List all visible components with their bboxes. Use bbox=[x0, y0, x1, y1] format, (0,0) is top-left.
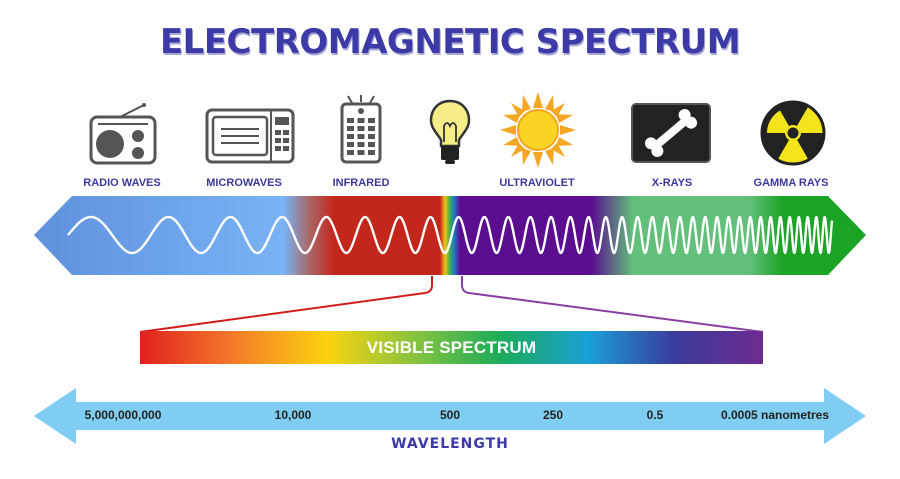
remote-control-icon bbox=[340, 95, 382, 164]
spectrum-band bbox=[34, 196, 866, 275]
wavelength-value: 250 bbox=[542, 408, 564, 422]
wavelength-value: 0.5 bbox=[646, 408, 664, 422]
wavelength-title: WAVELENGTH bbox=[391, 436, 509, 452]
radio-icon bbox=[89, 103, 157, 165]
visible-spectrum-label: VISIBLE SPECTRUM bbox=[366, 338, 537, 357]
bone-xray-icon bbox=[631, 103, 711, 163]
red-connector bbox=[139, 276, 433, 333]
violet-connector bbox=[461, 276, 764, 333]
wavelength-value: 0.0005 nanometres bbox=[720, 408, 830, 422]
band-label-microwaves: MICROWAVES bbox=[206, 177, 282, 189]
wavelength-value: 500 bbox=[439, 408, 461, 422]
wavelength-value: 10,000 bbox=[274, 408, 312, 422]
radiation-icon bbox=[760, 100, 826, 166]
band-label-gamma-rays: GAMMA RAYS bbox=[753, 177, 829, 189]
microwave-icon bbox=[205, 108, 295, 164]
band-label-infrared: INFRARED bbox=[332, 177, 390, 189]
wavelength-axis-arrow bbox=[34, 388, 866, 444]
light-bulb-icon bbox=[429, 99, 471, 164]
page-title: ELECTROMAGNETIC SPECTRUM bbox=[159, 22, 741, 62]
visible-spectrum-bar bbox=[140, 331, 763, 364]
wavelength-value: 5,000,000,000 bbox=[84, 408, 162, 422]
band-label-ultraviolet: ULTRAVIOLET bbox=[499, 177, 575, 189]
sun-icon bbox=[500, 92, 576, 168]
wave-line bbox=[67, 215, 834, 255]
band-label-radio-waves: RADIO WAVES bbox=[83, 177, 161, 189]
band-label-x-rays: X-RAYS bbox=[651, 177, 693, 189]
